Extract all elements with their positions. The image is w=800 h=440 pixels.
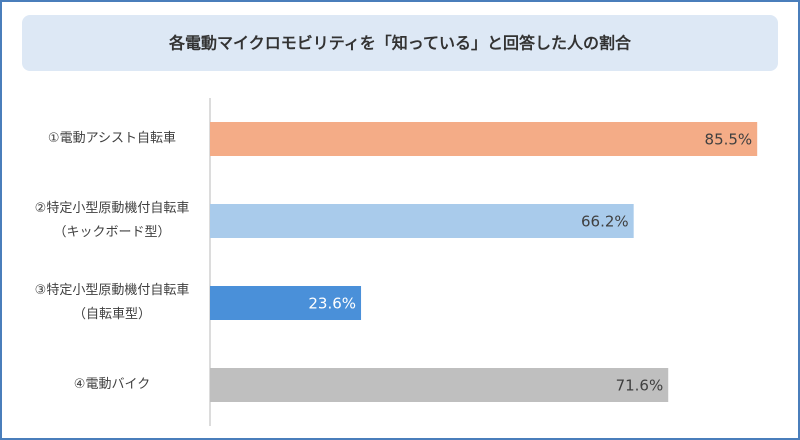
category-label: ①電動アシスト自転車: [47, 131, 177, 146]
category-label: ④電動バイク: [73, 377, 151, 392]
value-label: 66.2%: [581, 213, 629, 231]
bar: [210, 286, 362, 320]
value-label: 85.5%: [705, 131, 753, 149]
chart-title: 各電動マイクロモビリティを「知っている」と回答した人の割合: [168, 34, 632, 53]
category-label: ③特定小型原動機付自転車 （自転車型）: [34, 283, 190, 322]
bar: [210, 204, 634, 238]
bar: [210, 368, 669, 402]
bar: [210, 122, 758, 156]
value-label: 71.6%: [616, 377, 664, 395]
value-label: 23.6%: [308, 295, 356, 313]
category-label: ②特定小型原動機付自転車 （キックボード型）: [34, 201, 190, 240]
title-box: [22, 15, 778, 71]
